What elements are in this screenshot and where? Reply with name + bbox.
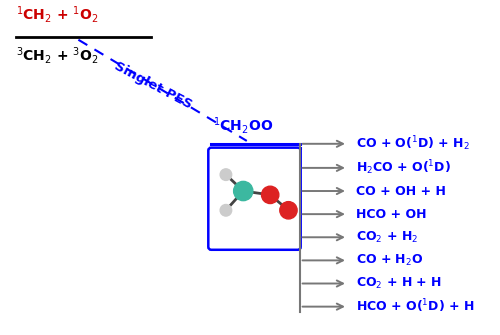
- Text: CO$_2$ + H$_2$: CO$_2$ + H$_2$: [356, 230, 418, 245]
- Text: $^3$CH$_2$ + $^3$O$_2$: $^3$CH$_2$ + $^3$O$_2$: [16, 45, 98, 66]
- Circle shape: [220, 169, 232, 181]
- Text: CO + OH + H: CO + OH + H: [356, 185, 446, 198]
- Text: CO$_2$ + H + H: CO$_2$ + H + H: [356, 276, 442, 291]
- Text: $^1$CH$_2$OO: $^1$CH$_2$OO: [213, 115, 274, 136]
- Circle shape: [280, 202, 297, 219]
- FancyBboxPatch shape: [208, 148, 300, 250]
- Text: HCO + O($^1$D) + H: HCO + O($^1$D) + H: [356, 298, 474, 316]
- Text: $^1$CH$_2$ + $^1$O$_2$: $^1$CH$_2$ + $^1$O$_2$: [16, 4, 98, 25]
- Text: H$_2$CO + O($^1$D): H$_2$CO + O($^1$D): [356, 158, 450, 177]
- Text: Singlet PES: Singlet PES: [112, 59, 194, 111]
- Circle shape: [234, 181, 253, 201]
- Circle shape: [262, 186, 279, 204]
- Text: CO + H$_2$O: CO + H$_2$O: [356, 253, 423, 268]
- Text: HCO + OH: HCO + OH: [356, 208, 426, 221]
- Text: CO + O($^1$D) + H$_2$: CO + O($^1$D) + H$_2$: [356, 134, 470, 153]
- Circle shape: [220, 204, 232, 216]
